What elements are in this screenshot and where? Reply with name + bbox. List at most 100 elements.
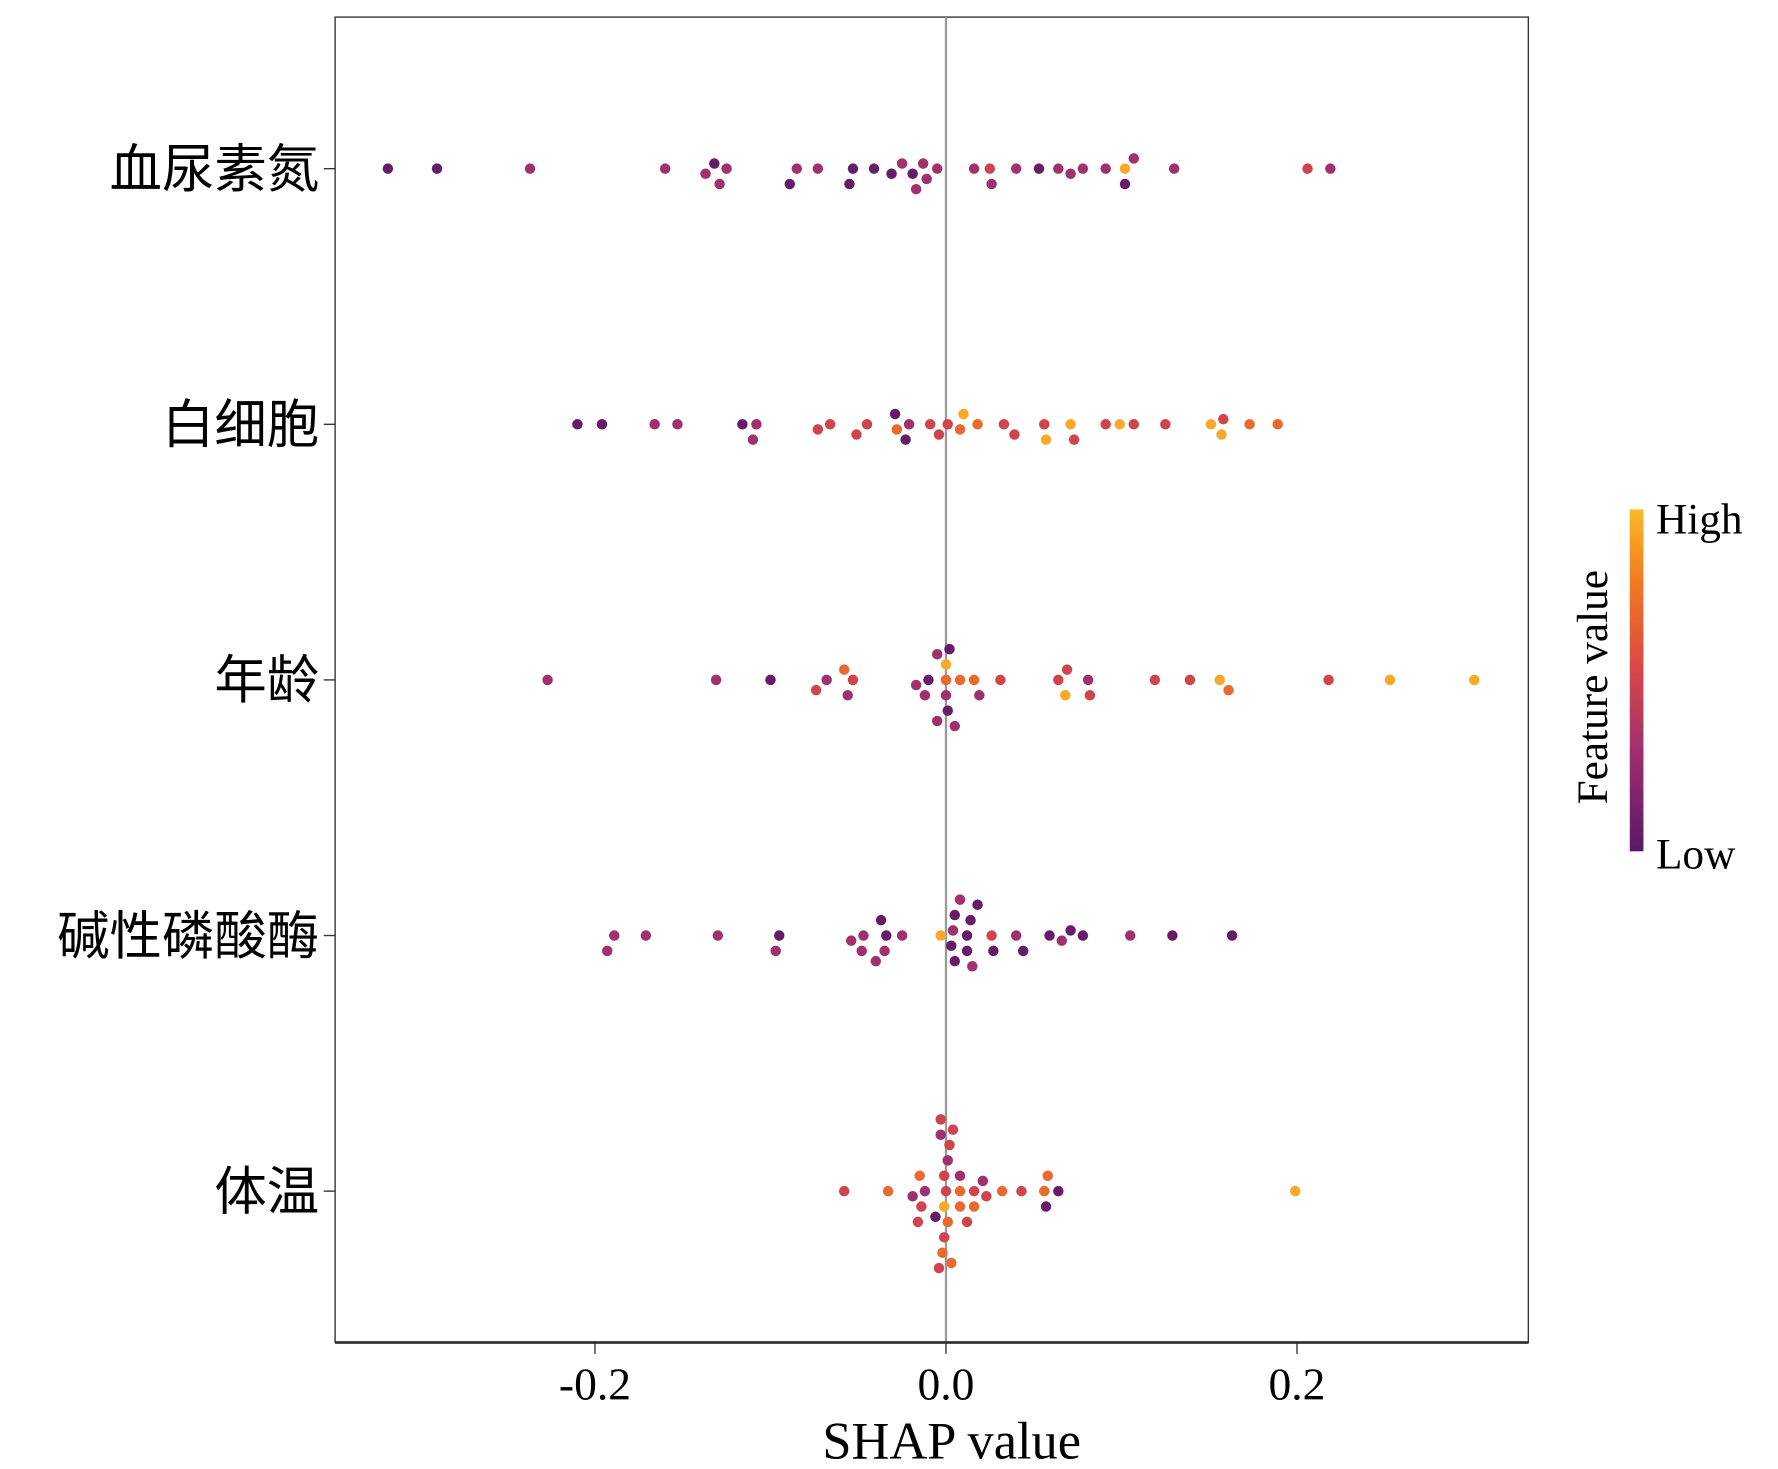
shap-point	[981, 1191, 992, 1202]
x-axis-label: SHAP value	[822, 1413, 1081, 1469]
shap-point	[916, 1201, 927, 1212]
shap-point	[1061, 664, 1073, 675]
shap-point	[861, 419, 873, 430]
shap-point	[747, 434, 759, 445]
shap-point	[382, 163, 394, 174]
shap-point	[1065, 925, 1076, 936]
feature-label: 血尿素氮	[110, 141, 320, 199]
shap-point	[949, 955, 960, 967]
shap-point	[968, 674, 980, 686]
shap-point	[838, 664, 850, 675]
shap-point	[886, 168, 897, 180]
shap-point	[810, 684, 822, 696]
shap-point	[907, 1191, 918, 1202]
shap-point	[791, 163, 803, 174]
shap-point	[1244, 419, 1255, 430]
shap-point	[910, 679, 922, 691]
shap-point	[1216, 429, 1227, 440]
shap-point	[968, 163, 980, 174]
shap-point	[879, 945, 890, 957]
shap-point	[1077, 163, 1089, 174]
shap-point	[824, 419, 836, 430]
shap-point	[972, 899, 983, 911]
shap-point	[838, 1185, 850, 1197]
shap-point	[1272, 419, 1283, 430]
shap-point	[896, 158, 908, 169]
shap-point	[954, 674, 966, 686]
shap-point	[1128, 419, 1140, 430]
shap-point	[961, 945, 973, 957]
shap-point	[914, 1170, 925, 1182]
shap-point	[933, 429, 945, 440]
shap-point	[1119, 178, 1131, 190]
colorbar	[1629, 509, 1644, 852]
shap-point	[1214, 674, 1226, 686]
shap-point	[900, 434, 911, 445]
shap-point	[954, 1201, 966, 1212]
shap-point	[917, 158, 929, 169]
shap-point	[1068, 434, 1080, 445]
shap-point	[640, 930, 652, 941]
shap-point	[709, 158, 720, 169]
shap-point	[1218, 413, 1229, 425]
shap-point	[944, 643, 955, 655]
shap-point	[1100, 419, 1111, 430]
shap-point	[968, 1185, 980, 1197]
shap-point	[947, 1124, 959, 1135]
shap-point	[1128, 153, 1140, 164]
shap-point	[946, 940, 957, 952]
shap-point	[931, 163, 943, 174]
shap-point	[937, 1247, 948, 1258]
shap-point	[998, 419, 1010, 430]
shap-point	[870, 955, 882, 967]
shap-point	[907, 168, 918, 180]
shap-point	[961, 1216, 973, 1228]
colorbar-high-label: High	[1656, 495, 1743, 543]
shap-point	[1053, 674, 1064, 686]
shap-point	[844, 178, 855, 190]
shap-point	[524, 163, 536, 174]
shap-point	[1325, 163, 1336, 174]
feature-label: 体温	[214, 1163, 319, 1221]
shap-point	[858, 930, 869, 941]
feature-label: 碱性磷酸酶	[57, 908, 319, 966]
shap-point	[972, 419, 983, 430]
colorbar-low-label: Low	[1656, 830, 1736, 878]
x-tick-label: 0.2	[1269, 1358, 1326, 1409]
shap-point	[1053, 1185, 1064, 1197]
shap-point	[1017, 945, 1029, 957]
shap-point	[891, 424, 903, 435]
shap-point	[954, 424, 966, 435]
shap-point	[988, 945, 999, 957]
shap-point	[974, 690, 985, 701]
shap-point	[986, 178, 997, 190]
shap-point	[940, 674, 952, 686]
shap-point	[714, 178, 725, 190]
shap-point	[1323, 674, 1334, 686]
shap-point	[896, 930, 908, 941]
shap-point	[1160, 419, 1171, 430]
shap-point	[1053, 163, 1064, 174]
shap-point	[770, 945, 781, 957]
shap-point	[954, 894, 966, 905]
shap-point	[1077, 930, 1089, 941]
shap-point	[882, 1185, 894, 1197]
shap-point	[1289, 1185, 1301, 1197]
shap-point	[1226, 930, 1238, 941]
shap-point	[1010, 163, 1022, 174]
shap-point	[821, 674, 832, 686]
shap-point	[751, 419, 762, 430]
shap-point	[935, 930, 946, 941]
feature-label: 白细胞	[162, 397, 319, 455]
shap-point	[700, 168, 711, 180]
shap-point	[986, 930, 997, 941]
shap-point	[944, 1139, 955, 1151]
shap-point	[967, 961, 978, 972]
shap-point	[931, 649, 943, 660]
shap-point	[1119, 163, 1131, 174]
shap-point	[845, 935, 857, 946]
shap-point	[931, 715, 943, 727]
shap-point	[737, 419, 748, 430]
shap-point	[1082, 674, 1094, 686]
